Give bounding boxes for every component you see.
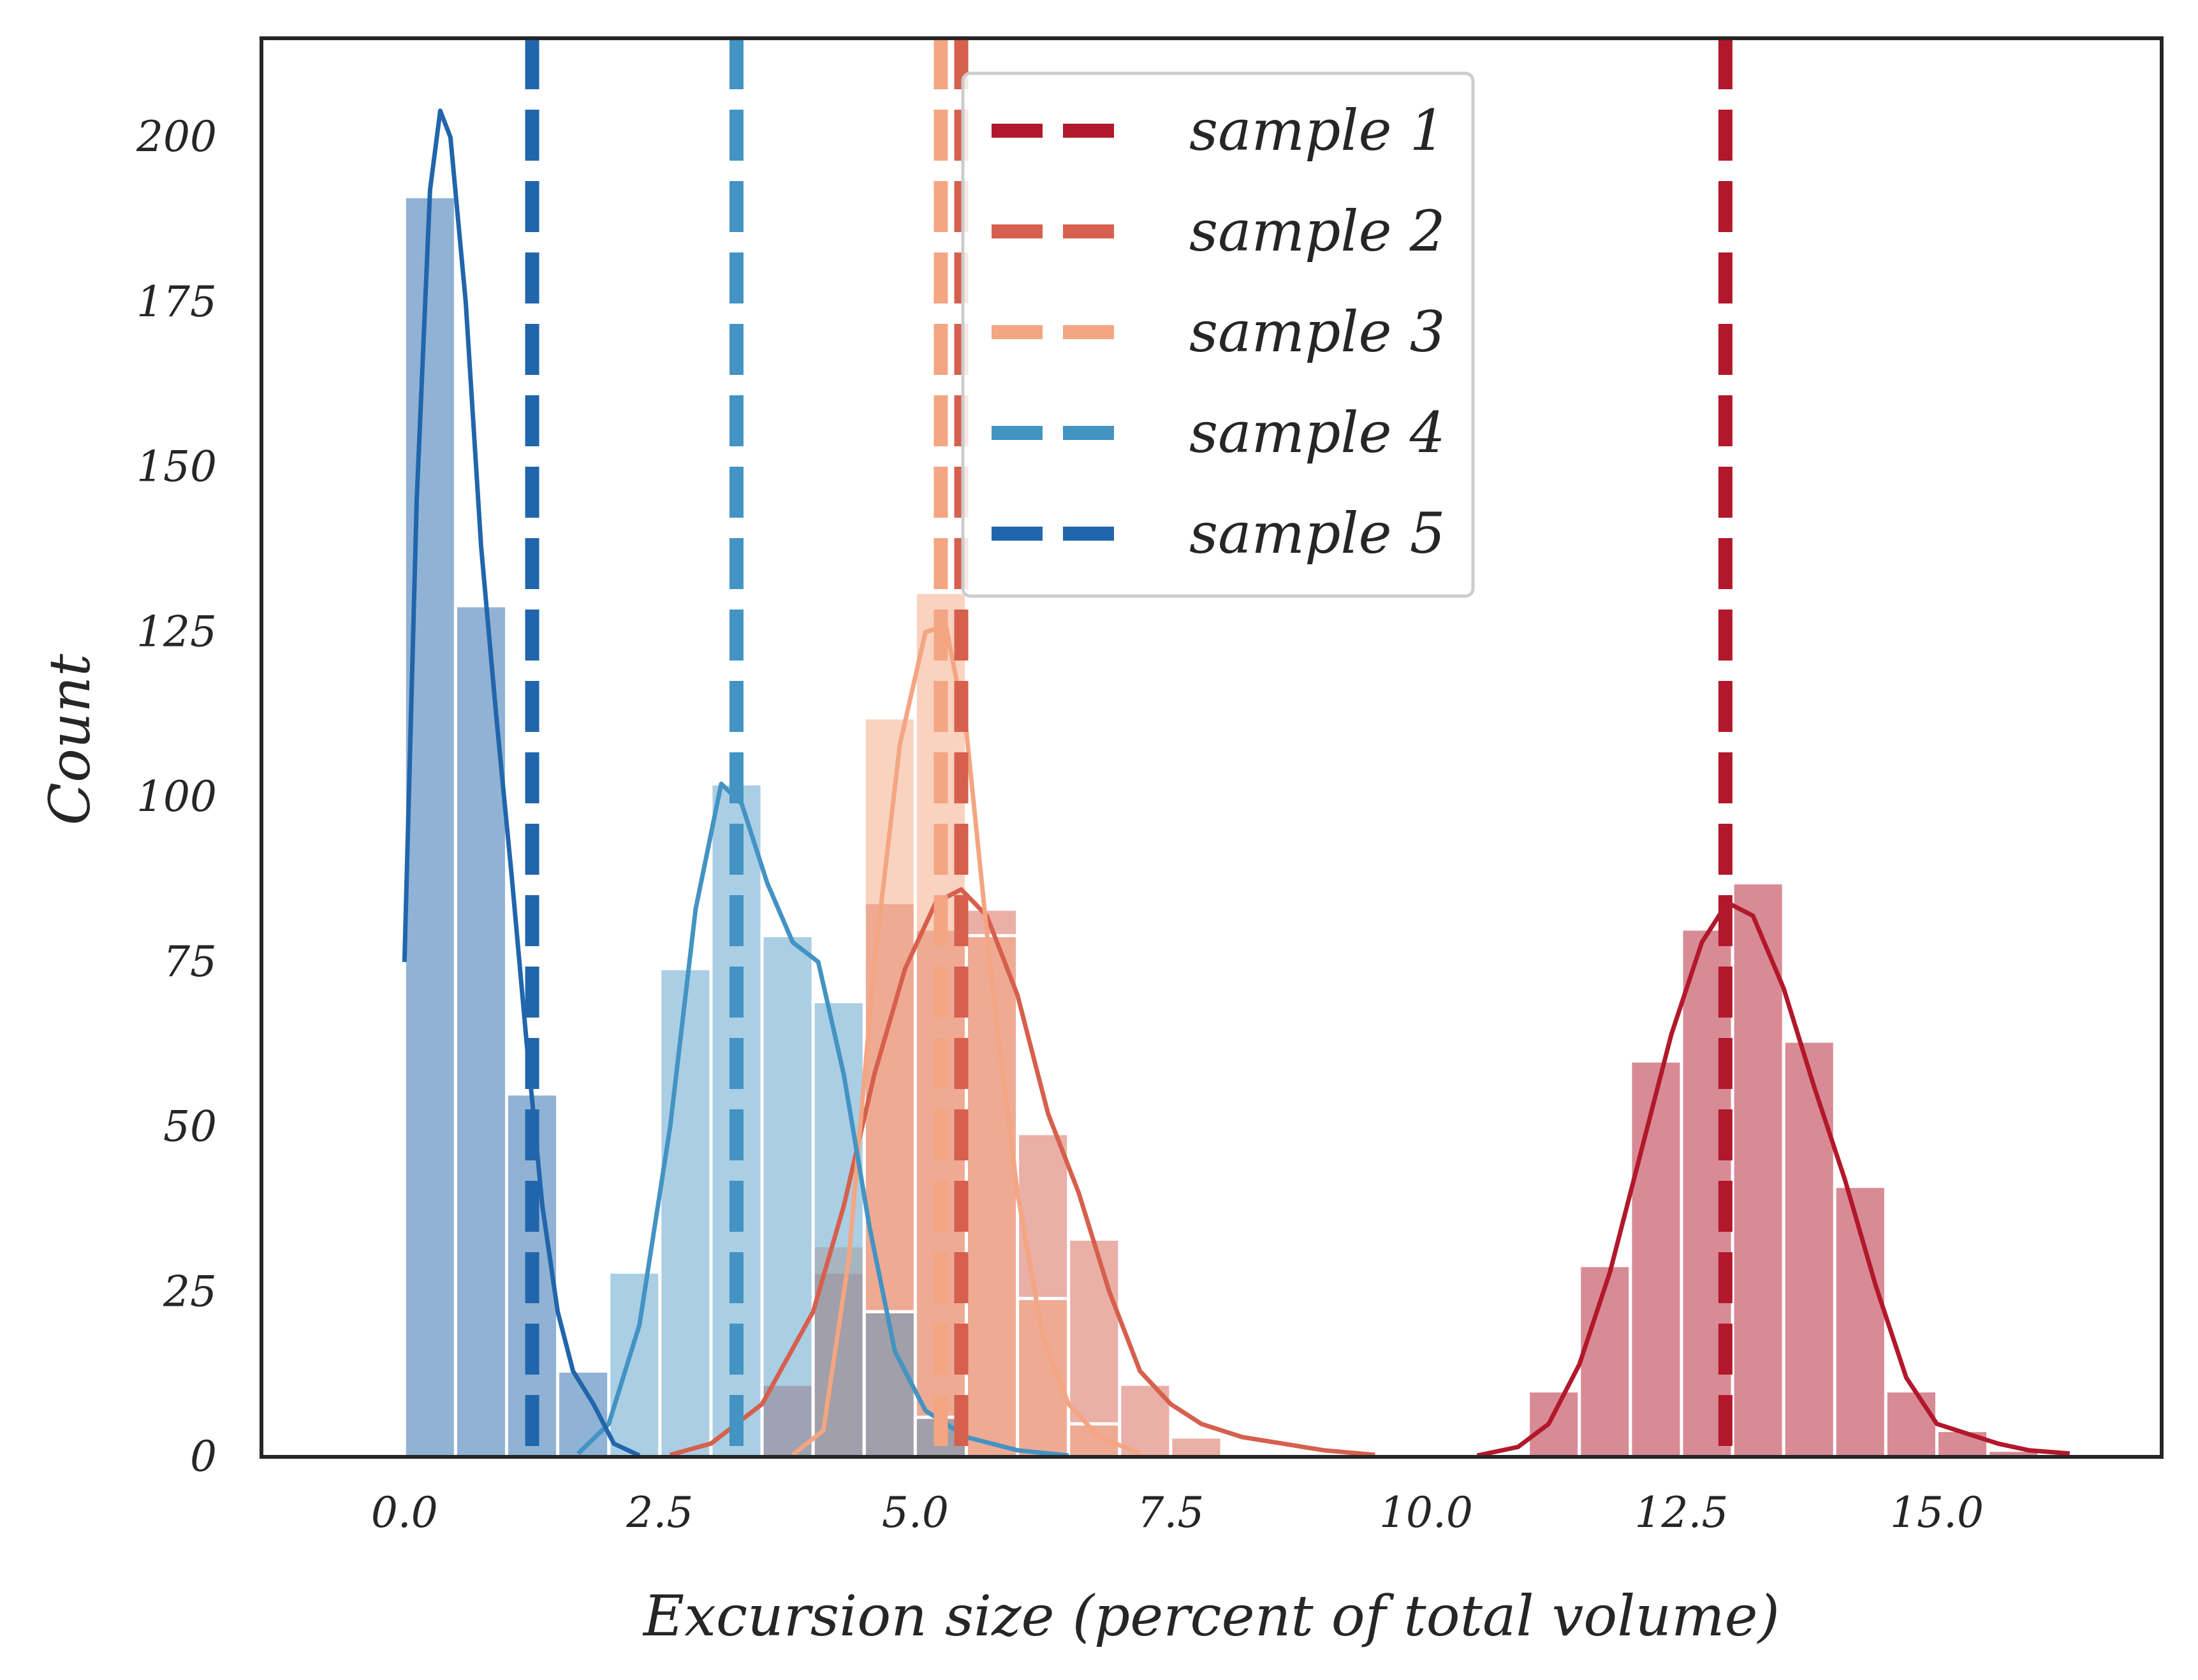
histogram-bar <box>1527 1389 1581 1459</box>
y-tick-label: 200 <box>136 112 217 161</box>
histogram-bar <box>1016 1297 1071 1459</box>
x-tick-label: 0.0 <box>371 1488 438 1537</box>
y-tick-label: 125 <box>136 607 217 656</box>
y-tick-label: 150 <box>136 442 217 492</box>
y-axis-label: Count <box>37 654 103 826</box>
histogram-bar <box>402 194 457 1459</box>
y-tick-label: 50 <box>163 1102 217 1151</box>
y-tick-label: 75 <box>163 937 217 986</box>
histogram-sample-1 <box>1527 881 2041 1459</box>
kde-curve-sample-1 <box>1476 900 2070 1458</box>
legend-label: sample 1 <box>1189 98 1446 163</box>
histogram-bar <box>964 933 1020 1459</box>
x-tick-label: 12.5 <box>1635 1488 1729 1537</box>
legend-label: sample 5 <box>1189 500 1446 566</box>
kde-curve-sample-2 <box>669 887 1375 1457</box>
legend-label: sample 3 <box>1189 299 1446 365</box>
y-tick-label: 100 <box>136 772 217 821</box>
histogram-sample-3 <box>811 590 1122 1459</box>
legend-label: sample 2 <box>1189 198 1446 264</box>
histogram-bar <box>1884 1389 1939 1459</box>
histogram-bar <box>1067 1237 1122 1459</box>
legend-label: sample 4 <box>1189 400 1446 465</box>
x-tick-label: 2.5 <box>626 1488 693 1537</box>
x-tick-label: 15.0 <box>1890 1488 1984 1537</box>
x-tick-label: 10.0 <box>1379 1488 1473 1537</box>
histogram-bar <box>1782 1039 1836 1459</box>
kde-curve-sample-5 <box>402 108 641 1458</box>
y-tick-label: 0 <box>190 1432 217 1481</box>
plot-frame <box>260 36 2164 1459</box>
histogram-bar <box>658 967 713 1459</box>
histogram-bar <box>1629 1059 1683 1459</box>
kde-curve-sample-3 <box>791 623 1141 1457</box>
histogram-bar <box>607 1270 662 1459</box>
axis-ticks: 0.0 2.5 5.0 7.5 10.0 12.5 15.0 0 25 50 75 100 125 150… <box>136 112 1984 1537</box>
histogram-bar <box>760 933 815 1459</box>
y-tick-label: 175 <box>136 277 217 326</box>
legend-box <box>961 71 1475 598</box>
legend: sample 1 sample 2 sample 3 sample 4 sample 5 <box>961 71 1475 598</box>
x-tick-label: 5.0 <box>882 1488 949 1537</box>
histogram-bar <box>1169 1435 1224 1459</box>
x-axis-label: Excursion size (percent of total volume) <box>642 1583 1780 1649</box>
y-tick-label: 25 <box>163 1267 217 1316</box>
x-tick-label: 7.5 <box>1137 1488 1204 1537</box>
plot-area <box>402 38 2070 1459</box>
